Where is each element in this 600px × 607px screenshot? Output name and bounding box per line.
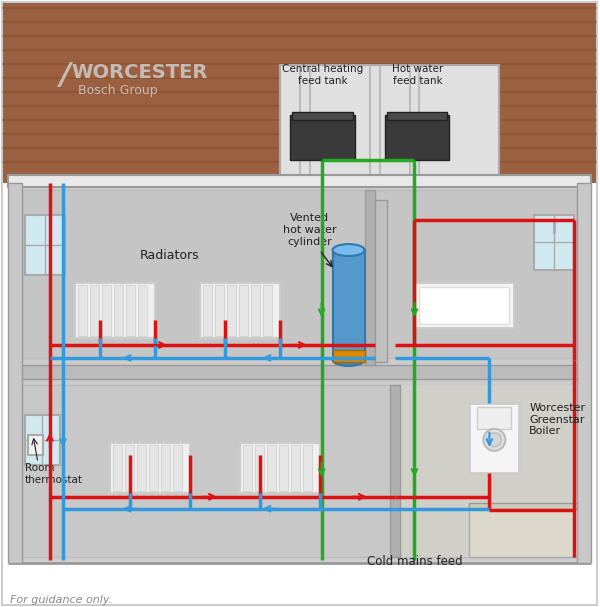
Bar — [25, 215, 65, 275]
Bar — [365, 190, 374, 365]
Text: Cold mains feed: Cold mains feed — [367, 555, 463, 568]
Bar — [28, 435, 43, 455]
Bar — [386, 112, 448, 120]
Bar — [22, 385, 577, 557]
Bar — [227, 285, 236, 336]
Bar — [102, 285, 111, 336]
Bar — [290, 115, 355, 160]
Bar — [78, 285, 87, 336]
Bar — [8, 183, 22, 563]
Text: Worcester
Greenstar
Boiler: Worcester Greenstar Boiler — [529, 403, 586, 436]
Bar — [10, 183, 589, 365]
Bar — [240, 443, 320, 493]
Bar — [535, 215, 574, 270]
Bar — [110, 443, 190, 493]
Bar — [10, 379, 589, 560]
Bar — [332, 350, 365, 362]
Bar — [90, 285, 99, 336]
Text: Central heating
feed tank: Central heating feed tank — [282, 64, 363, 86]
Bar — [243, 445, 251, 491]
Bar — [138, 285, 147, 336]
Bar — [374, 200, 386, 362]
Bar — [469, 503, 577, 509]
Bar — [114, 285, 123, 336]
Bar — [149, 445, 158, 491]
Bar — [290, 445, 299, 491]
Polygon shape — [3, 4, 596, 183]
Text: Hot water
feed tank: Hot water feed tank — [392, 64, 443, 86]
Bar — [415, 283, 514, 328]
Bar — [292, 112, 353, 120]
Bar — [113, 445, 122, 491]
Bar — [125, 445, 134, 491]
Bar — [22, 190, 577, 358]
Bar — [266, 445, 275, 491]
Bar — [254, 445, 263, 491]
Bar — [278, 445, 287, 491]
Ellipse shape — [332, 244, 365, 256]
Bar — [389, 385, 400, 557]
Bar — [469, 403, 520, 473]
Text: Bosch Group: Bosch Group — [78, 84, 158, 97]
Text: WORCESTER: WORCESTER — [72, 63, 208, 82]
Bar — [10, 183, 589, 563]
Bar — [239, 285, 248, 336]
Bar — [263, 285, 272, 336]
Bar — [469, 505, 577, 557]
Text: Room
thermostat: Room thermostat — [25, 463, 83, 484]
Bar — [332, 250, 365, 360]
Bar — [280, 66, 499, 183]
Bar — [215, 285, 224, 336]
Bar — [75, 283, 155, 338]
Bar — [25, 415, 60, 465]
Bar — [203, 285, 212, 336]
Bar — [419, 287, 509, 324]
Bar — [577, 183, 591, 563]
Bar — [8, 175, 591, 187]
Ellipse shape — [484, 429, 505, 451]
Ellipse shape — [332, 354, 365, 366]
Bar — [126, 285, 135, 336]
Bar — [161, 445, 170, 491]
Bar — [200, 283, 280, 338]
Bar — [251, 285, 260, 336]
Text: Vented
hot water
cylinder: Vented hot water cylinder — [283, 214, 337, 246]
Bar — [173, 445, 182, 491]
Bar — [137, 445, 146, 491]
Ellipse shape — [487, 433, 502, 447]
Bar — [395, 385, 589, 557]
Bar — [478, 407, 511, 429]
Text: For guidance only.: For guidance only. — [10, 595, 112, 605]
Bar — [302, 445, 311, 491]
Text: Radiators: Radiators — [140, 248, 200, 262]
Text: /: / — [60, 61, 71, 90]
Bar — [10, 365, 589, 379]
Bar — [385, 115, 449, 160]
